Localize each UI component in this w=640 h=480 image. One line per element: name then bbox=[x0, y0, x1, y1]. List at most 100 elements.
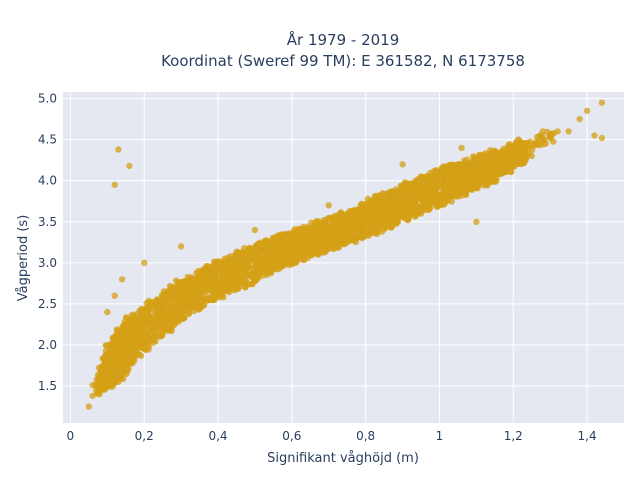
scatter-point bbox=[217, 268, 225, 275]
scatter-point bbox=[396, 193, 404, 200]
scatter-point bbox=[404, 213, 411, 220]
scatter-point bbox=[482, 153, 489, 160]
scatter-point bbox=[408, 200, 416, 207]
chart-title: År 1979 - 2019 bbox=[287, 30, 400, 49]
scatter-point bbox=[293, 235, 301, 242]
scatter-point bbox=[439, 166, 446, 173]
y-tick-label: 2.0 bbox=[38, 338, 57, 352]
scatter-point bbox=[151, 312, 158, 320]
scatter-point bbox=[137, 323, 144, 330]
scatter-point bbox=[227, 253, 234, 260]
scatter-point bbox=[150, 332, 157, 340]
scatter-point bbox=[265, 269, 272, 276]
scatter-point bbox=[93, 390, 101, 397]
scatter-point bbox=[263, 262, 270, 269]
scatter-point bbox=[367, 210, 374, 218]
scatter-point bbox=[547, 130, 554, 138]
y-tick-label: 5.0 bbox=[38, 92, 57, 106]
scatter-point bbox=[168, 317, 175, 324]
scatter-point bbox=[137, 328, 144, 336]
scatter-point bbox=[230, 281, 237, 288]
scatter-point bbox=[583, 107, 591, 115]
scatter-point bbox=[417, 210, 425, 217]
scatter-point bbox=[515, 137, 523, 145]
scatter-point bbox=[314, 218, 322, 225]
scatter-point bbox=[388, 221, 395, 228]
scatter-point bbox=[181, 301, 188, 308]
scatter-point bbox=[124, 320, 131, 327]
scatter-point bbox=[379, 190, 386, 198]
scatter-point bbox=[177, 243, 185, 250]
scatter-point bbox=[526, 138, 534, 145]
scatter-point bbox=[204, 285, 211, 292]
scatter-point bbox=[172, 312, 179, 320]
scatter-point bbox=[246, 244, 253, 251]
scatter-point bbox=[357, 231, 364, 239]
scatter-point bbox=[255, 256, 262, 263]
scatter-point bbox=[216, 294, 223, 301]
scatter-point bbox=[234, 252, 241, 259]
scatter-point bbox=[292, 240, 299, 247]
scatter-point bbox=[330, 233, 337, 241]
scatter-point bbox=[224, 282, 232, 290]
scatter-point bbox=[328, 226, 335, 233]
scatter-point bbox=[470, 153, 477, 160]
scatter-point bbox=[173, 286, 180, 294]
grid-lines bbox=[63, 92, 624, 423]
scatter-point bbox=[426, 200, 433, 208]
scatter-point bbox=[283, 259, 291, 267]
scatter-point bbox=[170, 321, 178, 329]
y-tick-labels: 1.5 2.0 2.5 3.0 3.5 4.0 4.5 5.0 bbox=[38, 92, 57, 393]
scatter-point bbox=[357, 201, 365, 208]
scatter-point bbox=[381, 202, 388, 209]
scatter-point bbox=[195, 277, 203, 284]
scatter-point bbox=[298, 250, 305, 257]
scatter-point bbox=[485, 158, 492, 165]
scatter-point bbox=[490, 155, 497, 163]
scatter-point bbox=[460, 171, 468, 178]
scatter-point bbox=[235, 270, 242, 277]
scatter-point bbox=[412, 205, 419, 212]
scatter-point bbox=[539, 128, 546, 135]
scatter-point bbox=[473, 218, 480, 225]
scatter-point bbox=[328, 214, 336, 222]
scatter-point bbox=[387, 212, 394, 219]
scatter-point bbox=[550, 138, 557, 145]
scatter-point bbox=[458, 144, 465, 152]
scatter-point bbox=[423, 172, 431, 180]
data-points bbox=[85, 99, 606, 410]
scatter-point bbox=[113, 355, 120, 362]
scatter-point bbox=[422, 206, 429, 214]
scatter-point bbox=[106, 373, 114, 380]
scatter-point bbox=[576, 115, 583, 123]
scatter-point bbox=[276, 240, 283, 247]
scatter-point bbox=[224, 269, 231, 277]
scatter-point bbox=[313, 242, 320, 249]
scatter-point bbox=[487, 168, 494, 175]
scatter-point bbox=[320, 224, 327, 231]
scatter-point bbox=[467, 176, 475, 183]
scatter-point bbox=[257, 268, 264, 275]
scatter-point bbox=[598, 134, 606, 142]
scatter-point bbox=[98, 362, 106, 370]
scatter-point bbox=[183, 288, 190, 295]
scatter-point bbox=[381, 215, 388, 223]
scatter-point bbox=[401, 180, 408, 188]
scatter-point bbox=[243, 277, 250, 284]
scatter-point bbox=[305, 230, 312, 238]
scatter-point bbox=[520, 159, 527, 166]
scatter-point bbox=[448, 198, 455, 205]
y-tick-label: 4.5 bbox=[38, 133, 57, 147]
scatter-point bbox=[312, 234, 320, 241]
scatter-point bbox=[358, 206, 365, 213]
scatter-point bbox=[344, 234, 352, 241]
scatter-point bbox=[291, 229, 298, 237]
scatter-point bbox=[181, 314, 188, 321]
scatter-point bbox=[111, 292, 118, 299]
scatter-point bbox=[541, 136, 548, 143]
scatter-point bbox=[447, 176, 454, 183]
scatter-point bbox=[217, 261, 224, 268]
scatter-point bbox=[418, 177, 426, 184]
scatter-point bbox=[455, 190, 462, 197]
